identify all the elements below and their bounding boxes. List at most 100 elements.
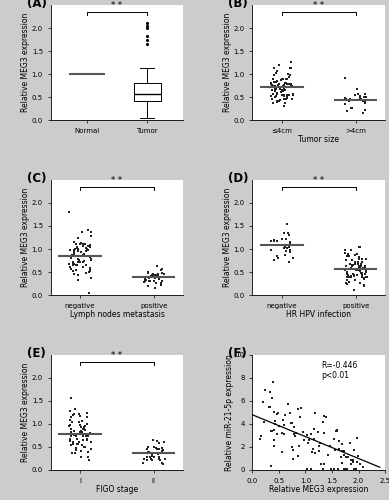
Point <box>289 95 295 103</box>
Point <box>293 429 299 437</box>
Point <box>361 282 367 290</box>
Point <box>68 441 74 449</box>
Point <box>161 438 167 446</box>
Point <box>353 266 359 274</box>
Point <box>344 273 350 281</box>
Point <box>71 427 77 435</box>
Point <box>85 246 91 254</box>
Point <box>83 269 89 277</box>
Point <box>274 237 280 245</box>
Point <box>271 64 277 72</box>
Point <box>72 244 79 252</box>
Point <box>86 264 93 272</box>
Point <box>331 465 337 473</box>
Point <box>363 265 369 273</box>
Point <box>77 412 83 420</box>
Point <box>358 260 364 268</box>
Point <box>279 75 285 83</box>
Point <box>272 87 278 95</box>
Point <box>277 96 284 104</box>
Point <box>283 96 289 104</box>
Point <box>311 425 317 433</box>
Point <box>356 255 362 263</box>
Point <box>281 80 287 88</box>
Point <box>83 244 89 252</box>
Point <box>80 240 86 248</box>
Point <box>145 278 152 285</box>
Point <box>359 265 365 273</box>
Point <box>344 453 350 461</box>
Point <box>77 240 84 248</box>
Point <box>67 252 74 260</box>
Point <box>359 258 365 266</box>
Point <box>72 406 78 413</box>
Point <box>145 270 151 278</box>
Point <box>297 412 303 420</box>
Point <box>81 443 88 451</box>
Point <box>348 272 354 280</box>
Point <box>347 273 354 281</box>
Point <box>145 282 151 290</box>
Point <box>271 408 277 416</box>
Point <box>288 82 294 90</box>
Point <box>346 272 352 280</box>
Point <box>280 416 287 424</box>
Point <box>279 86 286 94</box>
Point <box>76 256 82 264</box>
Point <box>342 94 349 102</box>
Point <box>141 455 147 463</box>
Point <box>145 268 151 276</box>
Y-axis label: Relative MEG3 expression: Relative MEG3 expression <box>21 363 30 462</box>
Point <box>283 80 289 88</box>
Point <box>279 74 285 82</box>
Point <box>159 444 165 452</box>
Point <box>144 454 150 462</box>
Point <box>357 262 363 270</box>
Point <box>351 272 357 280</box>
Point <box>269 81 275 89</box>
Point <box>270 442 277 450</box>
Point <box>286 232 293 239</box>
Point <box>359 273 365 281</box>
Point <box>85 226 91 234</box>
Point <box>322 412 329 420</box>
Point <box>273 92 279 100</box>
Point <box>71 248 77 256</box>
Point <box>290 455 296 463</box>
Point <box>362 106 368 114</box>
Point <box>355 452 361 460</box>
Point <box>69 449 75 457</box>
Point <box>151 272 157 280</box>
Text: * *: * * <box>313 1 324 10</box>
Point <box>361 275 367 283</box>
Point <box>156 275 162 283</box>
Text: R=-0.446
p<0.01: R=-0.446 p<0.01 <box>321 360 358 380</box>
Point <box>155 272 161 280</box>
Point <box>272 84 279 92</box>
Point <box>153 444 159 452</box>
Point <box>352 251 358 259</box>
Point <box>283 234 289 242</box>
Point <box>148 272 154 280</box>
Point <box>363 93 369 101</box>
Point <box>347 439 353 447</box>
Point <box>68 442 74 450</box>
Point <box>356 264 362 272</box>
Point <box>152 270 158 278</box>
Point <box>67 208 73 216</box>
Point <box>349 262 355 270</box>
Point <box>317 440 323 448</box>
Point <box>77 428 83 436</box>
Point <box>66 422 72 430</box>
Point <box>152 449 158 457</box>
Point <box>310 444 316 452</box>
Point <box>315 442 322 450</box>
Point <box>74 276 81 283</box>
Point <box>341 451 347 459</box>
Text: * *: * * <box>111 351 123 360</box>
Point <box>144 445 151 453</box>
Point <box>159 266 165 274</box>
Point <box>75 430 81 438</box>
Point <box>274 98 280 106</box>
Point <box>354 434 361 442</box>
